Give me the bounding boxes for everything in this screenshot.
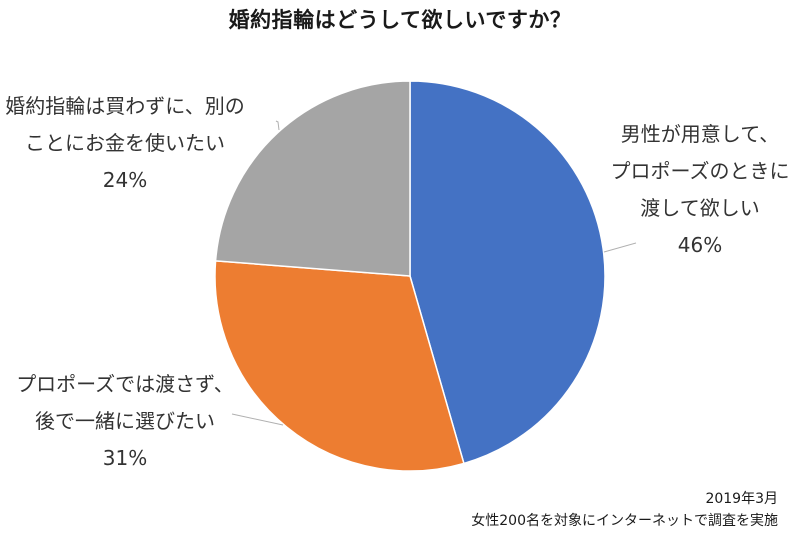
label-percent: 31%	[102, 446, 148, 470]
leader-lines	[231, 120, 637, 426]
chart-title: 婚約指輪はどうして欲しいですか？	[228, 8, 572, 32]
pie-slice-gray	[214, 80, 411, 277]
label-line: プロポーズのときに	[610, 159, 790, 183]
label-percent: 46%	[677, 233, 723, 257]
pie-slice-blue	[409, 80, 606, 465]
label-line: ことにお金を使いたい	[25, 131, 225, 155]
label-line: 婚約指輪は買わずに、別の	[5, 94, 245, 118]
pie-slices	[214, 80, 606, 472]
leader-line-gray	[275, 120, 280, 131]
label-line: 後で一緒に選びたい	[35, 409, 215, 433]
data-label-gray-slice: 婚約指輪は買わずに、別の ことにお金を使いたい 24%	[0, 88, 250, 199]
label-line: プロポーズでは渡さず、	[16, 372, 234, 396]
leader-line-blue	[603, 242, 637, 253]
label-percent: 24%	[102, 168, 148, 192]
survey-source-note: 女性200名を対象にインターネットで調査を実施	[471, 513, 778, 529]
pie-slice-orange	[214, 260, 465, 472]
survey-date-note: 2019年3月	[705, 491, 778, 507]
leader-line-orange	[231, 413, 284, 426]
label-line: 男性が用意して、	[620, 122, 780, 146]
data-label-blue-slice: 男性が用意して、 プロポーズのときに 渡して欲しい 46%	[600, 116, 800, 264]
label-line: 渡して欲しい	[640, 196, 760, 220]
data-label-orange-slice: プロポーズでは渡さず、 後で一緒に選びたい 31%	[0, 366, 250, 477]
